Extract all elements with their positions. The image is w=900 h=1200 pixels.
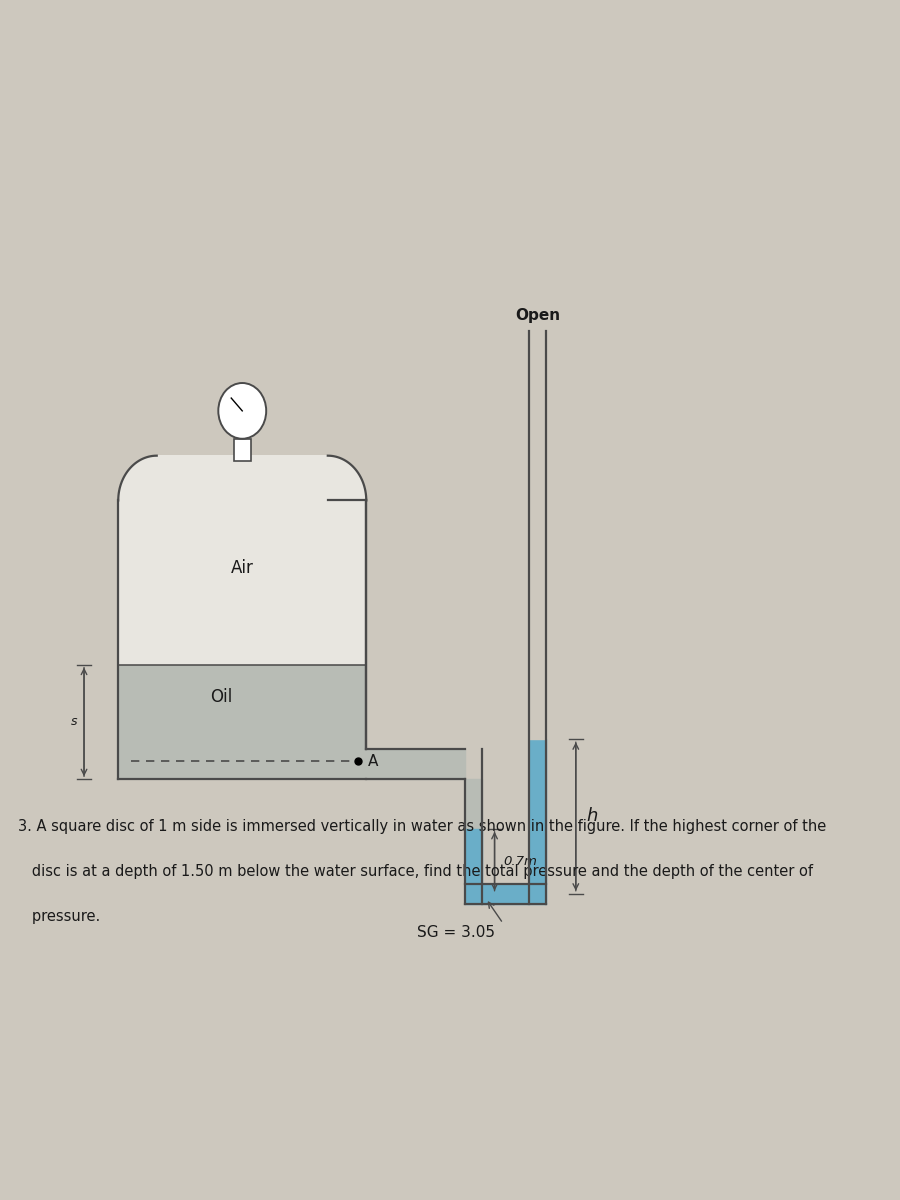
Text: 3. A square disc of 1 m side is immersed vertically in water as shown in the fig: 3. A square disc of 1 m side is immersed… [18, 818, 826, 834]
Text: Open: Open [515, 308, 560, 323]
Circle shape [219, 383, 266, 439]
Bar [234, 439, 251, 461]
Polygon shape [118, 456, 366, 500]
Polygon shape [529, 331, 546, 739]
Text: A: A [368, 754, 378, 769]
Bar [118, 500, 366, 665]
Bar [118, 665, 366, 779]
Polygon shape [464, 779, 482, 829]
Text: Oil: Oil [210, 688, 232, 706]
Text: h: h [586, 808, 598, 826]
Polygon shape [366, 749, 464, 779]
Text: SG = 3.05: SG = 3.05 [417, 925, 495, 941]
Text: 0.7m: 0.7m [503, 854, 537, 868]
Polygon shape [464, 883, 546, 904]
Text: disc is at a depth of 1.50 m below the water surface, find the total pressure an: disc is at a depth of 1.50 m below the w… [18, 864, 814, 878]
Polygon shape [464, 829, 482, 883]
Text: pressure.: pressure. [18, 908, 101, 924]
Polygon shape [529, 739, 546, 883]
Text: s: s [71, 715, 77, 728]
Text: Air: Air [230, 559, 254, 577]
